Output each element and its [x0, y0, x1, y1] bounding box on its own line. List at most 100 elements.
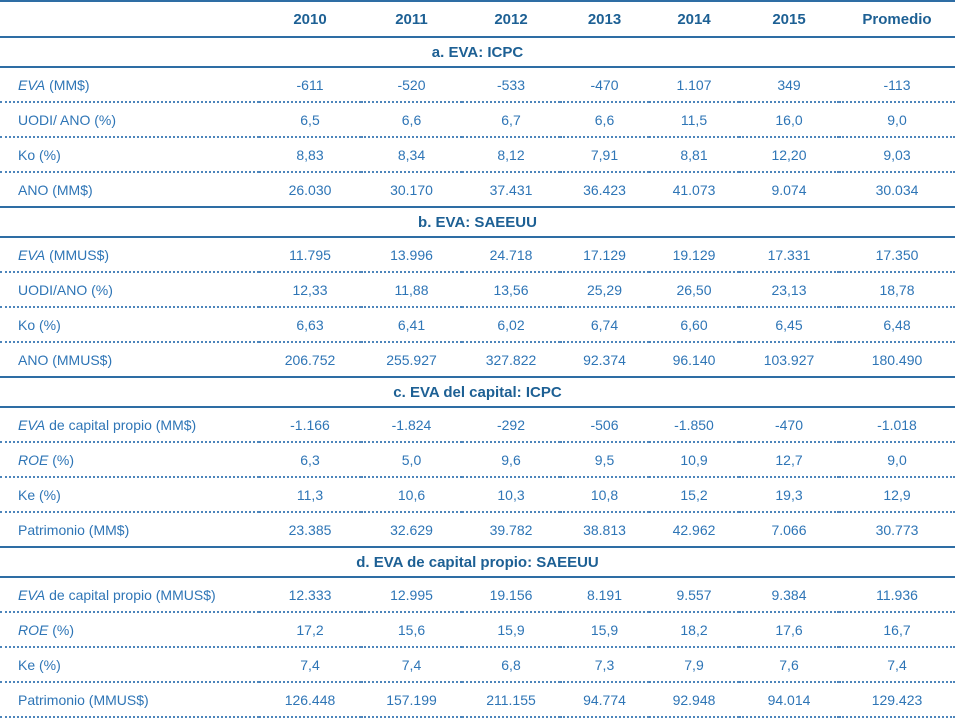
- row-label-acronym: EVA: [18, 416, 46, 433]
- value-cell: 10,8: [560, 477, 649, 513]
- value-cell: 36.423: [560, 172, 649, 208]
- value-cell: 12.333: [259, 577, 361, 613]
- value-cell: 7,6: [739, 647, 839, 683]
- section-title-row: d. EVA de capital propio: SAEEUU: [0, 547, 955, 578]
- value-cell: 17.350: [839, 237, 955, 273]
- row-label-text: de capital propio (MM$): [45, 416, 197, 433]
- value-cell: 8,34: [361, 137, 462, 173]
- row-label-acronym: EVA: [18, 246, 46, 263]
- value-cell: 94.014: [739, 682, 839, 718]
- value-cell: 16,0: [739, 102, 839, 138]
- value-cell: 7,91: [560, 137, 649, 173]
- value-cell: 94.774: [560, 682, 649, 718]
- value-cell: -506: [560, 407, 649, 443]
- value-cell: 26.030: [259, 172, 361, 208]
- value-cell: 41.073: [649, 172, 739, 208]
- value-cell: 96.140: [649, 342, 739, 378]
- value-cell: 17,6: [739, 612, 839, 648]
- row-label-acronym: ROE: [18, 451, 49, 468]
- table-row: ROE (%) 17,2 15,6 15,9 15,9 18,2 17,6 16,7: [0, 612, 955, 648]
- row-label-text: (%): [48, 451, 75, 468]
- table-row: EVA de capital propio (MMUS$) 12.333 12.99…: [0, 577, 955, 613]
- value-cell: 6,63: [259, 307, 361, 343]
- value-cell: 11,3: [259, 477, 361, 513]
- table-row: EVA (MM$) -611 -520 -533 -470 1.107 349 -113: [0, 67, 955, 103]
- value-cell: 103.927: [739, 342, 839, 378]
- row-label: Ke (%): [0, 477, 259, 513]
- row-label-text: Ke (%): [18, 486, 61, 503]
- value-cell: 30.773: [839, 512, 955, 548]
- row-label: EVA (MMUS$): [0, 237, 259, 273]
- value-cell: 7,3: [560, 647, 649, 683]
- section-title-row: a. EVA: ICPC: [0, 37, 955, 68]
- value-cell: 15,9: [462, 612, 560, 648]
- value-cell: 126.448: [259, 682, 361, 718]
- row-label: EVA de capital propio (MM$): [0, 407, 259, 443]
- value-cell: 6,5: [259, 102, 361, 138]
- value-cell: 11,5: [649, 102, 739, 138]
- table-row: EVA de capital propio (MM$) -1.166 -1.824-…: [0, 407, 955, 443]
- value-cell: -292: [462, 407, 560, 443]
- table-row: Ko (%) 8,83 8,34 8,12 7,91 8,81 12,20 9,03: [0, 137, 955, 173]
- value-cell: 7,4: [361, 647, 462, 683]
- value-cell: 6,02: [462, 307, 560, 343]
- year-header-2013: 2013: [587, 10, 622, 28]
- value-cell: 7.066: [739, 512, 839, 548]
- row-label-text: ANO (MM$): [18, 181, 93, 198]
- value-cell: 6,60: [649, 307, 739, 343]
- row-label-acronym: ROE: [18, 621, 49, 638]
- value-cell: 30.034: [839, 172, 955, 208]
- table-row: Patrimonio (MM$) 23.385 32.629 39.782 38.813…: [0, 512, 955, 548]
- value-cell: 6,6: [361, 102, 462, 138]
- section-title: b. EVA: SAEEUU: [0, 207, 955, 238]
- section-title: c. EVA del capital: ICPC: [0, 377, 955, 408]
- value-cell: -520: [361, 67, 462, 103]
- row-label-text: (%): [48, 621, 75, 638]
- value-cell: -611: [259, 67, 361, 103]
- value-cell: 12,33: [259, 272, 361, 308]
- value-cell: 15,6: [361, 612, 462, 648]
- value-cell: 9,0: [839, 442, 955, 478]
- row-label-acronym: EVA: [18, 586, 46, 603]
- row-label: ANO (MM$): [0, 172, 259, 208]
- row-label-text: Patrimonio (MM$): [18, 521, 130, 538]
- value-cell: -1.166: [259, 407, 361, 443]
- value-cell: 8,83: [259, 137, 361, 173]
- value-cell: 10,3: [462, 477, 560, 513]
- value-cell: -113: [839, 67, 955, 103]
- value-cell: 180.490: [839, 342, 955, 378]
- value-cell: 24.718: [462, 237, 560, 273]
- value-cell: 26,50: [649, 272, 739, 308]
- value-cell: 9,0: [839, 102, 955, 138]
- row-label: ANO (MMUS$): [0, 342, 259, 378]
- year-header-2011: 2011: [395, 10, 428, 28]
- value-cell: 211.155: [462, 682, 560, 718]
- section-title-row: b. EVA: SAEEUU: [0, 207, 955, 238]
- value-cell: -533: [462, 67, 560, 103]
- table-row: Ke (%) 11,3 10,6 10,3 10,8 15,2 19,3 12,9: [0, 477, 955, 513]
- value-cell: 17.331: [739, 237, 839, 273]
- row-label-acronym: EVA: [18, 76, 46, 93]
- value-cell: 15,9: [560, 612, 649, 648]
- value-cell: 19.156: [462, 577, 560, 613]
- row-label: UODI/ANO (%): [0, 272, 259, 308]
- value-cell: 18,78: [839, 272, 955, 308]
- value-cell: 42.962: [649, 512, 739, 548]
- value-cell: 129.423: [839, 682, 955, 718]
- value-cell: 13,56: [462, 272, 560, 308]
- value-cell: 9.557: [649, 577, 739, 613]
- value-cell: 92.948: [649, 682, 739, 718]
- value-cell: 23.385: [259, 512, 361, 548]
- table-row: Ko (%) 6,63 6,41 6,02 6,74 6,60 6,45 6,48: [0, 307, 955, 343]
- table-row: Patrimonio (MMUS$) 126.448 157.199 211.155 9…: [0, 682, 955, 718]
- value-cell: 157.199: [361, 682, 462, 718]
- value-cell: -470: [560, 67, 649, 103]
- value-cell: 6,7: [462, 102, 560, 138]
- value-cell: 349: [739, 67, 839, 103]
- value-cell: 39.782: [462, 512, 560, 548]
- value-cell: 6,6: [560, 102, 649, 138]
- value-cell: 6,8: [462, 647, 560, 683]
- value-cell: -1.018: [839, 407, 955, 443]
- year-header-2010: 2010: [293, 10, 327, 28]
- row-label: Patrimonio (MMUS$): [0, 682, 259, 718]
